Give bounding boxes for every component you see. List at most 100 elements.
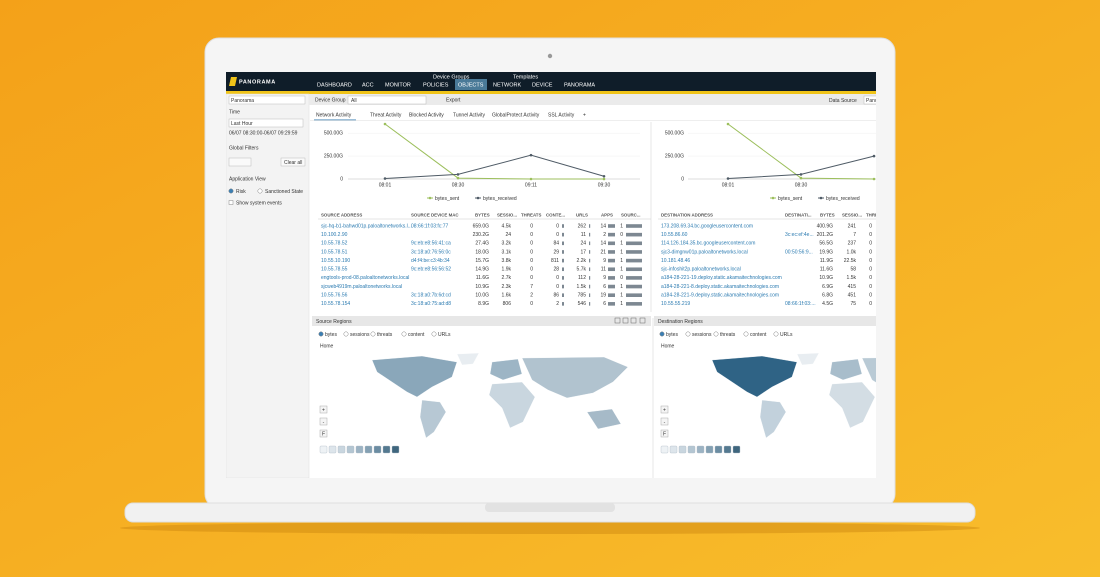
table-cell[interactable]: 3c:ec:ef:4e... bbox=[785, 232, 814, 238]
select-box[interactable] bbox=[863, 95, 878, 105]
table-cell[interactable]: d4:f4:be:c3:4b:34 bbox=[411, 258, 450, 264]
table-cell[interactable]: sjc-hq-b1-bahwd01p.paloaltonetworks.l... bbox=[321, 223, 412, 229]
zoom-button[interactable] bbox=[319, 417, 328, 426]
table-cell[interactable]: a184-28-221-19.deploy.static.akamaitechn… bbox=[661, 275, 782, 281]
nav-tab[interactable]: MONITOR bbox=[385, 82, 411, 88]
radio[interactable] bbox=[343, 331, 349, 337]
table-cell[interactable]: 173.208.69.34.bc.googleusercontent.com bbox=[661, 223, 753, 229]
table-cell[interactable]: 10.55.86.60 bbox=[661, 232, 688, 238]
table-cell[interactable]: 3c:18:a0:75:ad:d8 bbox=[411, 301, 451, 307]
select-box[interactable] bbox=[228, 95, 306, 105]
radio[interactable] bbox=[318, 331, 324, 337]
checkbox[interactable] bbox=[228, 200, 234, 205]
table-cell: 24 bbox=[505, 232, 511, 238]
select-box[interactable] bbox=[347, 95, 427, 105]
table-cell: 0 bbox=[869, 232, 872, 238]
radio-label: content bbox=[408, 332, 425, 338]
table-cell[interactable]: a184-28-221-8.deploy.static.akamaitechno… bbox=[661, 284, 779, 290]
group-label: Device Groups bbox=[433, 74, 470, 80]
table-cell[interactable]: 10.55.10.190 bbox=[321, 258, 350, 264]
home-link[interactable]: Home bbox=[320, 343, 334, 349]
table-cell[interactable]: 10.55.78.52 bbox=[321, 241, 348, 247]
table-cell[interactable]: sjc-infoshit2p.paloaltonetworks.local bbox=[661, 267, 741, 273]
table-cell[interactable]: 3c:18:a0:76:56:0c bbox=[411, 249, 451, 255]
table-cell[interactable]: sjcweb4919m.paloaltonetworks.local bbox=[321, 284, 402, 290]
radio[interactable] bbox=[228, 188, 234, 194]
activity-tab[interactable]: + bbox=[583, 112, 586, 118]
select-box[interactable] bbox=[228, 157, 252, 167]
zoom-label: + bbox=[322, 407, 325, 413]
series-point bbox=[726, 122, 730, 126]
table-cell[interactable]: 10.55.76.56 bbox=[321, 293, 348, 299]
home-link[interactable]: Home bbox=[661, 343, 675, 349]
radio[interactable] bbox=[743, 331, 749, 337]
radio[interactable] bbox=[773, 331, 779, 337]
table-cell[interactable]: 10.55.78.51 bbox=[321, 249, 348, 255]
activity-tab[interactable]: Network Activity bbox=[316, 112, 352, 118]
radio[interactable] bbox=[370, 331, 376, 337]
nav-tab[interactable]: PANORAMA bbox=[564, 82, 595, 88]
table-cell[interactable]: 114.126.184.35.bc.googleusercontent.com bbox=[661, 241, 755, 247]
legend-swatch bbox=[687, 445, 696, 454]
table-cell[interactable]: 9c:eb:e8:56:56:52 bbox=[411, 267, 451, 273]
table-cell: 241 bbox=[848, 223, 857, 229]
export-button[interactable]: Export bbox=[446, 97, 461, 103]
x-tick-label: 08:30 bbox=[452, 182, 465, 188]
cell-bar bbox=[589, 224, 591, 228]
clear-button[interactable]: Clear all bbox=[284, 160, 302, 166]
activity-tab[interactable]: Blocked Activity bbox=[409, 112, 444, 118]
zoom-button[interactable] bbox=[660, 429, 669, 438]
radio[interactable] bbox=[685, 331, 691, 337]
radio[interactable] bbox=[431, 331, 437, 337]
nav-tab[interactable]: ACC bbox=[362, 82, 374, 88]
table-cell[interactable]: 3c:18:a0:7b:6d:cd bbox=[411, 293, 451, 299]
table-cell: 5.7k bbox=[577, 267, 587, 273]
zoom-button[interactable] bbox=[319, 405, 328, 414]
radio[interactable] bbox=[659, 331, 665, 337]
table-cell[interactable]: 08:66:1f:03:fc:77 bbox=[411, 223, 448, 229]
table-cell[interactable]: 10.55.78.55 bbox=[321, 267, 348, 273]
panel-icon[interactable] bbox=[630, 317, 637, 324]
table-cell: 86 bbox=[553, 293, 559, 299]
table-cell[interactable]: 9c:eb:e8:56:41:ca bbox=[411, 241, 451, 247]
activity-tab[interactable]: Threat Activity bbox=[370, 112, 402, 118]
cell-bar bbox=[608, 302, 615, 306]
nav-tab[interactable]: OBJECTS bbox=[458, 82, 484, 88]
nav-tab[interactable]: NETWORK bbox=[493, 82, 521, 88]
table-cell[interactable]: 10.100.2.90 bbox=[321, 232, 348, 238]
activity-tab[interactable]: Tunnel Activity bbox=[453, 112, 486, 118]
nav-tab[interactable]: POLICIES bbox=[423, 82, 449, 88]
table-cell: 2 bbox=[603, 232, 606, 238]
table-cell: 14 bbox=[600, 241, 606, 247]
radio[interactable] bbox=[257, 188, 263, 194]
panel-icon[interactable] bbox=[622, 317, 629, 324]
world-map bbox=[371, 352, 629, 439]
cell-bar bbox=[608, 267, 615, 272]
radio[interactable] bbox=[713, 331, 719, 337]
select-box[interactable] bbox=[280, 157, 306, 167]
zoom-button[interactable] bbox=[660, 417, 669, 426]
zoom-button[interactable] bbox=[660, 405, 669, 414]
table-cell: 0 bbox=[556, 275, 559, 281]
table-cell[interactable]: 10.55.55.219 bbox=[661, 301, 690, 307]
nav-tab[interactable]: DEVICE bbox=[532, 82, 553, 88]
table-cell[interactable]: 10.55.78.154 bbox=[321, 301, 350, 307]
table-cell: 2.2k bbox=[577, 258, 587, 264]
table-cell[interactable]: 00:50:56:9... bbox=[785, 249, 813, 255]
zoom-button[interactable] bbox=[319, 429, 328, 438]
select-box[interactable] bbox=[228, 118, 304, 128]
table-cell[interactable]: 10.181.48.46 bbox=[661, 258, 690, 264]
table-cell[interactable]: 08:66:1f:03:... bbox=[785, 301, 816, 307]
panel-icon[interactable] bbox=[639, 317, 646, 324]
panel-icon[interactable] bbox=[614, 317, 621, 324]
table-cell: 0 bbox=[869, 284, 872, 290]
section-label: Application View bbox=[229, 176, 266, 182]
radio[interactable] bbox=[401, 331, 407, 337]
nav-tab[interactable]: DASHBOARD bbox=[317, 82, 352, 88]
activity-tab[interactable]: GlobalProtect Activity bbox=[492, 112, 540, 118]
table-cell[interactable]: sjc3-dimgnw01p.paloaltonetworks.local bbox=[661, 249, 748, 255]
table-cell[interactable]: a184-28-221-9.deploy.static.akamaitechno… bbox=[661, 293, 779, 299]
table-cell[interactable]: engtools-prod-08.paloaltonetworks.local bbox=[321, 275, 409, 281]
activity-tab[interactable]: SSL Activity bbox=[548, 112, 575, 118]
table-cell: 2.3k bbox=[502, 284, 512, 290]
